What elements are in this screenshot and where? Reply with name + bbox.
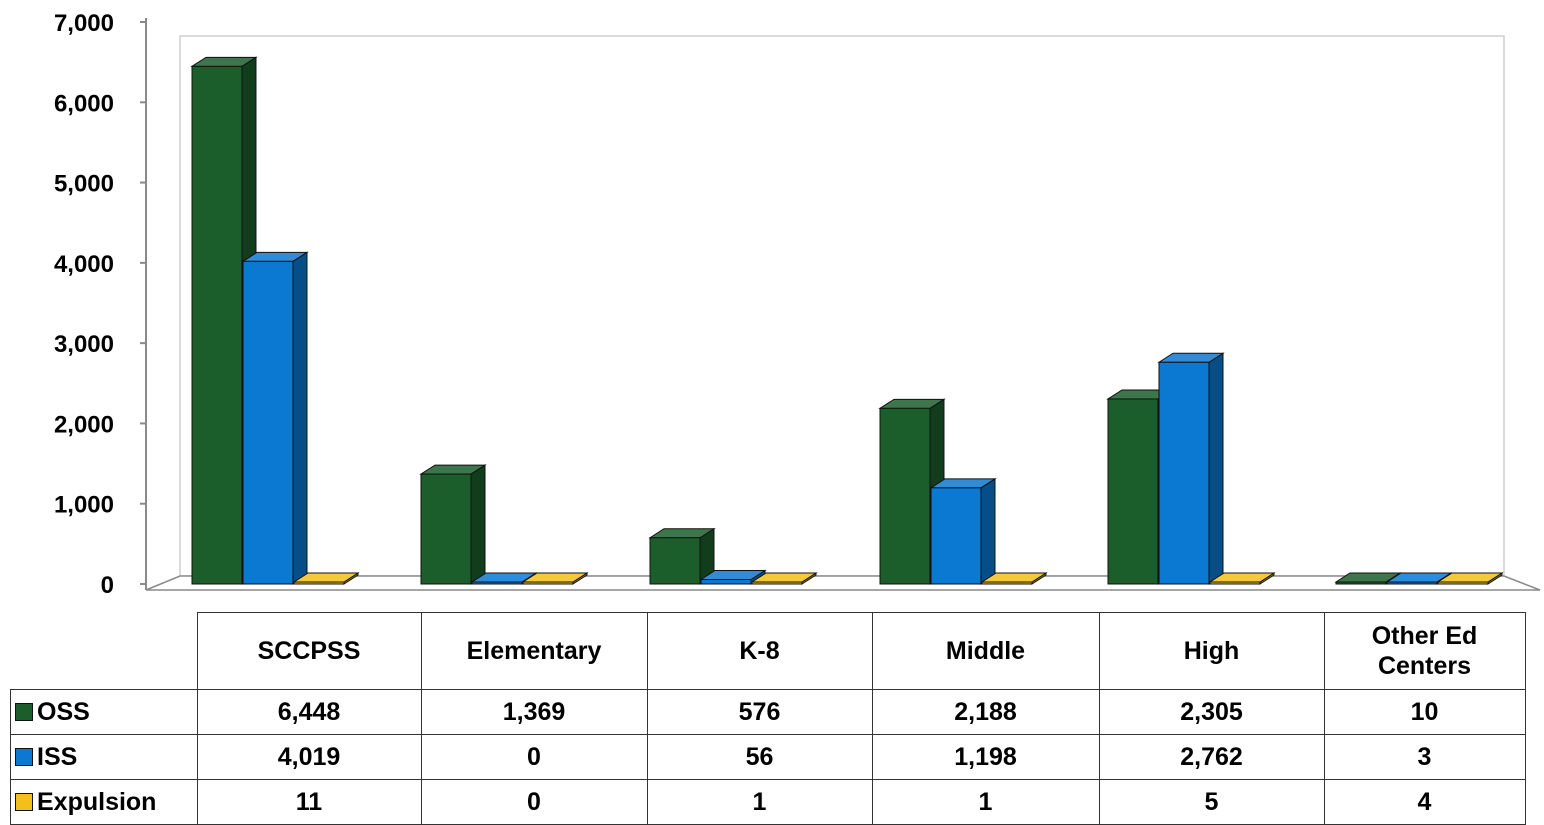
bar-expulsion-high	[1208, 572, 1276, 585]
row-header-oss: OSS	[10, 689, 198, 735]
col-header-middle: Middle	[871, 612, 1100, 690]
bar-front	[522, 581, 574, 585]
table-row-expulsion: Expulsion 11 0 1 1 5 4	[10, 779, 1526, 825]
col-header-other-ed-centers: Other Ed Centers	[1323, 612, 1526, 690]
bar-front	[751, 581, 803, 585]
y-tick-label: 7,000	[54, 10, 114, 37]
bar-front	[1386, 581, 1438, 585]
bar-front	[1107, 398, 1159, 585]
bar-front	[1209, 581, 1261, 585]
bar-oss-elementary	[419, 464, 487, 585]
back-wall	[179, 35, 1505, 577]
table-corner	[10, 612, 198, 690]
bar-front	[191, 65, 243, 585]
table-row-iss: ISS 4,019 0 56 1,198 2,762 3	[10, 734, 1526, 780]
bar-oss-k-8	[648, 527, 716, 585]
bar-front	[981, 581, 1033, 585]
y-tick-label: 1,000	[54, 492, 114, 519]
bar-expulsion-k-8	[750, 572, 818, 585]
col-header-k8: K-8	[646, 612, 873, 690]
bar-front	[649, 537, 701, 585]
bar-side	[292, 251, 308, 585]
y-tick-label: 6,000	[54, 90, 114, 117]
table-cell: 2,762	[1098, 734, 1325, 780]
bar-front	[471, 581, 523, 585]
legend-swatch-oss	[15, 702, 33, 721]
y-tick-label: 5,000	[54, 171, 114, 198]
table-cell: 6,448	[196, 689, 422, 735]
table-cell: 1,369	[420, 689, 648, 735]
bar-iss-middle	[929, 477, 997, 585]
y-tick-label: 2,000	[54, 411, 114, 438]
bar-expulsion-other-ed-centers	[1436, 572, 1504, 585]
legend-swatch-iss	[15, 747, 33, 766]
y-tick-label: 3,000	[54, 331, 114, 358]
table-cell: 1,198	[871, 734, 1100, 780]
table-cell: 10	[1323, 689, 1526, 735]
bar-side	[1208, 352, 1224, 585]
bar-front	[293, 581, 345, 585]
table-header-row: SCCPSS Elementary K-8 Middle High Other …	[10, 612, 1526, 690]
bar-front	[242, 260, 294, 585]
bar-front	[930, 487, 982, 585]
bar-iss-high	[1157, 352, 1225, 585]
table-row-oss: OSS 6,448 1,369 576 2,188 2,305 10	[10, 689, 1526, 735]
bar-front	[879, 407, 931, 585]
chart: 0 1,000 2,000 3,000 4,000 5,000 6,000 7,000	[54, 10, 1541, 599]
y-axis: 0 1,000 2,000 3,000 4,000 5,000 6,000 7,000	[54, 10, 147, 599]
bar-front	[1335, 581, 1387, 585]
chart-walls	[145, 35, 1541, 591]
bar-front	[700, 579, 752, 585]
bar-expulsion-elementary	[521, 572, 589, 585]
legend-swatch-expulsion	[15, 792, 33, 811]
table-cell: 2,305	[1098, 689, 1325, 735]
y-tick-label: 0	[101, 572, 114, 599]
row-header-iss: ISS	[10, 734, 198, 780]
table-cell: 2,188	[871, 689, 1100, 735]
table-cell: 56	[646, 734, 873, 780]
col-header-sccpss: SCCPSS	[196, 612, 422, 690]
bar-expulsion-middle	[980, 572, 1048, 585]
table-cell: 4,019	[196, 734, 422, 780]
bar-side	[980, 477, 996, 585]
table-cell: 3	[1323, 734, 1526, 780]
table-cell: 0	[420, 734, 648, 780]
bar-iss-sccpss	[241, 251, 309, 585]
col-header-high: High	[1098, 612, 1325, 690]
table-cell: 576	[646, 689, 873, 735]
data-table: SCCPSS Elementary K-8 Middle High Other …	[10, 612, 1526, 825]
col-header-elementary: Elementary	[420, 612, 648, 690]
bars	[190, 56, 1504, 585]
floor	[145, 575, 1541, 591]
bar-front	[420, 473, 472, 585]
bar-front	[1437, 581, 1489, 585]
row-header-expulsion: Expulsion	[10, 779, 198, 825]
bar-front	[1158, 361, 1210, 585]
y-tick-label: 4,000	[54, 251, 114, 278]
bar-side	[470, 464, 486, 585]
bar-expulsion-sccpss	[292, 572, 360, 585]
